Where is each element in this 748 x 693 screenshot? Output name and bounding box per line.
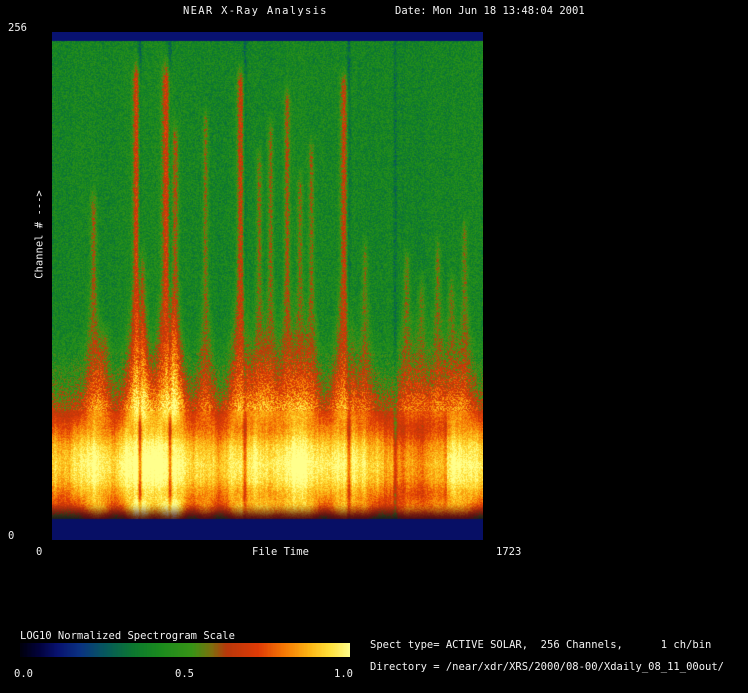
- spectrogram-canvas: [52, 32, 483, 540]
- x-axis-min-label: 0: [36, 546, 43, 558]
- y-axis-title: Channel # --->: [33, 190, 46, 279]
- colorbar-gradient: [20, 643, 350, 657]
- colorbar-title: LOG10 Normalized Spectrogram Scale: [20, 630, 235, 642]
- colorbar-tick-max: 1.0: [334, 668, 353, 680]
- colorbar-tick-mid: 0.5: [175, 668, 194, 680]
- x-axis-max-label: 1723: [496, 546, 522, 558]
- x-axis-title: File Time: [252, 546, 309, 558]
- app-title: NEAR X-Ray Analysis: [183, 5, 328, 17]
- y-axis-max-label: 256: [8, 22, 27, 34]
- header-date: Date: Mon Jun 18 13:48:04 2001: [395, 5, 585, 17]
- colorbar-tick-min: 0.0: [14, 668, 33, 680]
- y-axis-min-label: 0: [8, 530, 15, 542]
- directory-info: Directory = /near/xdr/XRS/2000/08-00/Xda…: [370, 661, 725, 673]
- spect-type-info: Spect type= ACTIVE SOLAR, 256 Channels, …: [370, 639, 712, 651]
